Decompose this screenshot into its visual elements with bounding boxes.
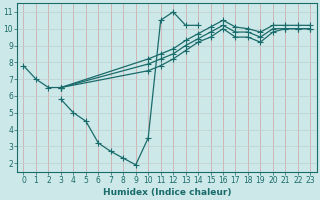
X-axis label: Humidex (Indice chaleur): Humidex (Indice chaleur) [103, 188, 231, 197]
